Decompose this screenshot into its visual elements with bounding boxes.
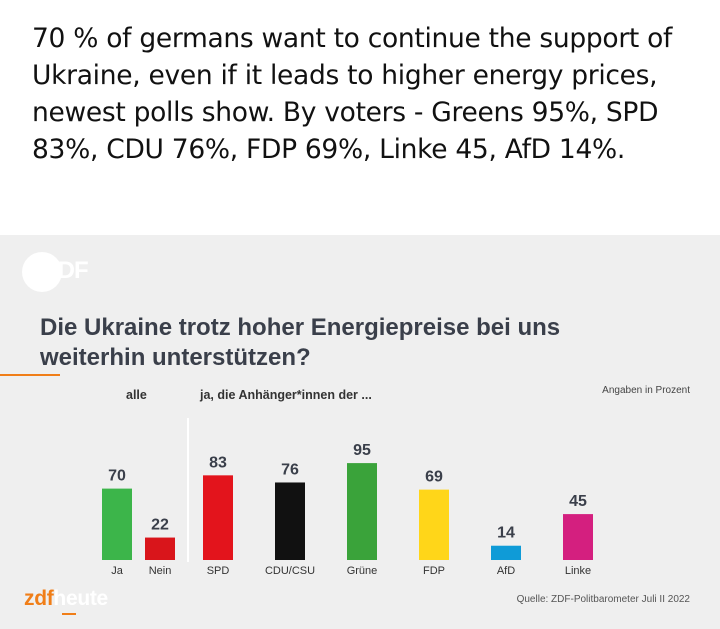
category-label: AfD (497, 565, 515, 577)
brand-underline (62, 613, 76, 615)
bar-gr-ne (347, 463, 377, 560)
bar-chart: 70 Ja 22 Nein 83 SPD 76 CDU/CSU 95 Grüne 69 FDP 14 Af… (102, 418, 593, 577)
zdf-watermark-logo (22, 252, 62, 292)
chart-source: Quelle: ZDF-Politbarometer Juli II 2022 (516, 594, 690, 605)
category-label: CDU/CSU (265, 565, 315, 577)
brand-sub: heute (53, 587, 108, 610)
group-label-supporters: ja, die Anhänger*innen der ... (200, 388, 372, 402)
category-label: Grüne (347, 565, 378, 577)
title-accent-rule (0, 374, 60, 376)
brand-main: zdf (24, 587, 54, 610)
category-label: Linke (565, 565, 591, 577)
data-label: 76 (281, 461, 299, 478)
data-label: 45 (569, 493, 587, 510)
chart-graphic: ZDF Die Ukraine trotz hoher Energiepreis… (0, 235, 720, 629)
data-label: 70 (108, 468, 126, 485)
bar-fdp (419, 489, 449, 560)
data-label: 14 (497, 525, 515, 542)
bar-ja (102, 488, 132, 560)
group-label-all: alle (126, 388, 147, 402)
data-label: 83 (209, 454, 227, 471)
data-label: 22 (151, 517, 169, 534)
zdfheute-logo: zdfheute (24, 587, 108, 611)
units-note: Angaben in Prozent (602, 385, 690, 396)
data-label: 95 (353, 442, 371, 459)
category-label: Ja (111, 565, 124, 577)
post-caption: 70 % of germans want to continue the sup… (32, 23, 673, 165)
zdf-watermark-text: ZDF (44, 257, 89, 284)
bar-cdu-csu (275, 482, 305, 560)
bar-linke (563, 514, 593, 560)
data-label: 69 (425, 469, 443, 486)
category-label: SPD (207, 565, 230, 577)
bar-spd (203, 475, 233, 560)
category-label: Nein (149, 565, 172, 577)
bar-nein (145, 537, 175, 560)
bar-afd (491, 545, 521, 560)
category-label: FDP (423, 565, 445, 577)
chart-title: Die Ukraine trotz hoher Energiepreise be… (40, 314, 561, 371)
